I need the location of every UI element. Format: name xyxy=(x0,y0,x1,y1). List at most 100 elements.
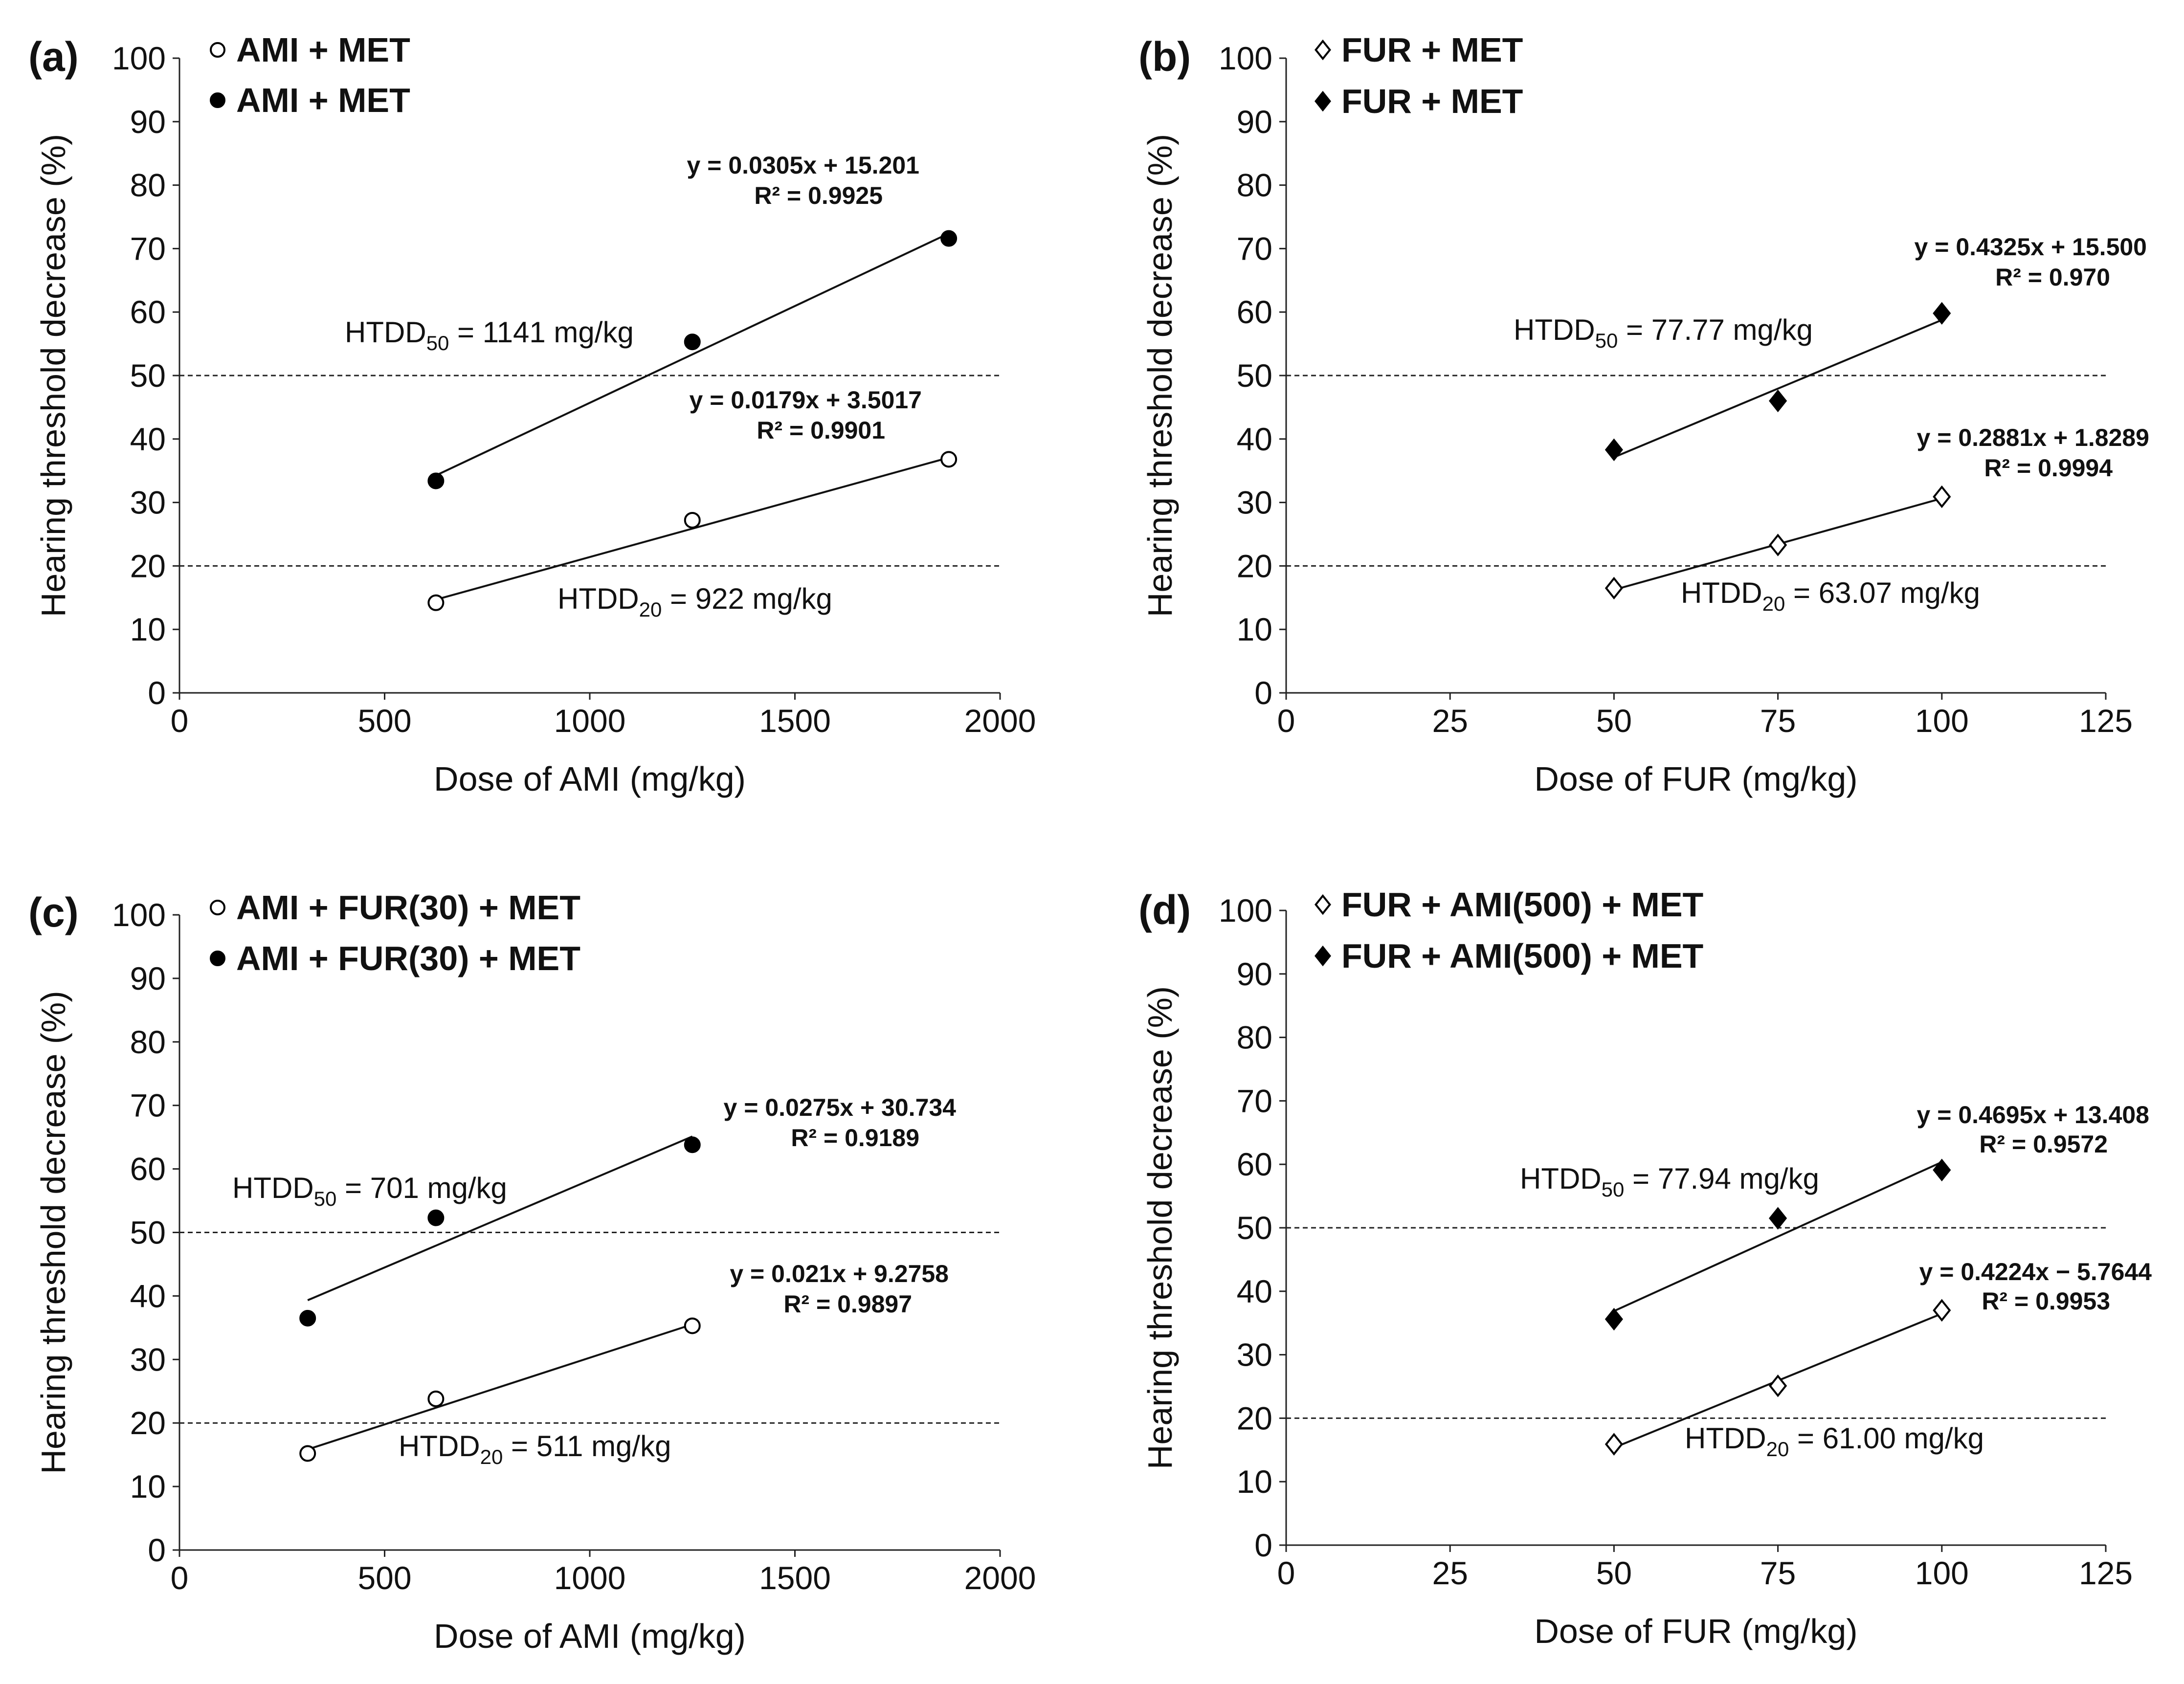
x-tick-label: 50 xyxy=(1596,703,1632,739)
panel-label: (a) xyxy=(28,34,79,80)
y-axis-title: Hearing threshold decrease (%) xyxy=(1141,134,1179,617)
data-point-filled xyxy=(427,1209,445,1226)
data-point-filled xyxy=(1933,1158,1951,1182)
y-tick-label: 70 xyxy=(130,230,166,266)
chart-panel-2: 0 10 20 30 40 50 60 70 80 90 100 0 25 50 75 100 125 Dose … xyxy=(1138,31,2149,798)
y-tick-label: 40 xyxy=(1237,1273,1272,1309)
y-tick-label: 30 xyxy=(1237,485,1272,521)
data-point-open xyxy=(1769,1374,1787,1397)
y-tick-label: 40 xyxy=(1237,421,1272,457)
trendline-equation: y = 0.2881x + 1.8289 xyxy=(1917,424,2149,451)
trendline-equation: y = 0.0275x + 30.734 xyxy=(724,1094,957,1121)
trendline-equation: y = 0.4224x − 5.7644 xyxy=(1919,1258,2152,1285)
htdd-annotation: HTDD50 = 77.77 mg/kg xyxy=(1514,313,1813,352)
y-tick-label: 20 xyxy=(130,1405,166,1441)
y-axis-title: Hearing threshold decrease (%) xyxy=(34,991,72,1474)
data-point-open xyxy=(940,451,958,468)
data-point-filled xyxy=(1933,302,1951,325)
trendline-filled xyxy=(1613,1161,1942,1312)
data-point-open xyxy=(1605,576,1623,600)
y-tick-label: 80 xyxy=(1237,167,1272,203)
y-tick-label: 100 xyxy=(1219,892,1272,929)
x-tick-label: 0 xyxy=(171,1560,189,1596)
y-tick-label: 90 xyxy=(1237,956,1272,992)
data-point-open xyxy=(684,511,701,529)
data-point-filled xyxy=(1605,438,1623,462)
legend-marker xyxy=(1315,894,1331,915)
y-tick-label: 100 xyxy=(112,40,166,76)
y-tick-label: 0 xyxy=(1254,1527,1272,1563)
trendline-filled xyxy=(307,1135,693,1301)
data-point-open xyxy=(684,1317,701,1334)
legend-label: AMI + MET xyxy=(236,81,410,119)
y-tick-label: 80 xyxy=(130,1024,166,1060)
panel-label: (b) xyxy=(1138,34,1191,80)
trendline-filled xyxy=(1613,319,1942,458)
x-tick-label: 25 xyxy=(1432,703,1468,739)
legend-marker xyxy=(1315,90,1331,112)
legend-marker xyxy=(210,951,225,966)
y-tick-label: 50 xyxy=(1237,1210,1272,1246)
y-tick-label: 60 xyxy=(130,294,166,330)
y-tick-label: 40 xyxy=(130,421,166,457)
legend-marker xyxy=(210,42,225,58)
x-tick-label: 1500 xyxy=(759,1560,831,1596)
trendline-equation: y = 0.4695x + 13.408 xyxy=(1917,1101,2149,1129)
x-axis-title: Dose of AMI (mg/kg) xyxy=(434,760,746,798)
x-tick-label: 2000 xyxy=(964,1560,1036,1596)
legend-marker xyxy=(210,92,225,108)
data-point-open xyxy=(299,1445,316,1462)
trendline-equation: y = 0.0179x + 3.5017 xyxy=(690,386,922,414)
data-point-filled xyxy=(1769,1207,1787,1230)
data-point-filled xyxy=(427,472,445,489)
y-tick-label: 10 xyxy=(1237,611,1272,647)
htdd-annotation: HTDD50 = 1141 mg/kg xyxy=(345,316,634,355)
htdd-annotation: HTDD50 = 77.94 mg/kg xyxy=(1520,1162,1819,1201)
legend-marker xyxy=(1315,945,1331,967)
x-tick-label: 1500 xyxy=(759,703,831,739)
y-tick-label: 30 xyxy=(130,485,166,521)
y-tick-label: 80 xyxy=(1237,1019,1272,1056)
data-point-filled xyxy=(940,230,958,247)
panel-label: (d) xyxy=(1138,887,1191,933)
y-tick-label: 70 xyxy=(130,1087,166,1124)
htdd-annotation: HTDD20 = 511 mg/kg xyxy=(399,1430,671,1468)
data-point-open xyxy=(1769,533,1787,556)
trendline-equation: y = 0.0305x + 15.201 xyxy=(687,152,919,179)
x-tick-label: 2000 xyxy=(964,703,1036,739)
y-tick-label: 60 xyxy=(1237,1146,1272,1182)
data-point-filled xyxy=(684,333,701,351)
x-tick-label: 50 xyxy=(1596,1555,1632,1591)
y-tick-label: 50 xyxy=(1237,357,1272,394)
y-tick-label: 0 xyxy=(1254,675,1272,711)
data-point-open xyxy=(1933,485,1951,509)
y-tick-label: 40 xyxy=(130,1278,166,1314)
trendline-equation: y = 0.4325x + 15.500 xyxy=(1915,233,2147,261)
trendline-filled xyxy=(435,232,949,477)
legend-marker xyxy=(1315,39,1331,61)
htdd-annotation: HTDD20 = 61.00 mg/kg xyxy=(1685,1422,1984,1461)
legend-label: FUR + AMI(500) + MET xyxy=(1341,886,1703,924)
y-tick-label: 30 xyxy=(130,1341,166,1377)
x-tick-label: 100 xyxy=(1915,1555,1969,1591)
y-tick-label: 60 xyxy=(1237,294,1272,330)
panel-label: (c) xyxy=(28,889,79,935)
data-point-open xyxy=(427,1390,445,1407)
y-tick-label: 0 xyxy=(148,1532,166,1568)
x-tick-label: 500 xyxy=(357,1560,411,1596)
r-squared: R² = 0.9925 xyxy=(754,182,883,209)
r-squared: R² = 0.9994 xyxy=(1984,454,2113,482)
x-tick-label: 1000 xyxy=(554,703,626,739)
x-tick-label: 500 xyxy=(357,703,411,739)
trendline-open xyxy=(435,456,949,601)
data-point-filled xyxy=(1769,389,1787,413)
y-tick-label: 90 xyxy=(130,960,166,997)
y-tick-label: 0 xyxy=(148,675,166,711)
y-tick-label: 90 xyxy=(1237,104,1272,140)
y-tick-label: 90 xyxy=(130,104,166,140)
y-tick-label: 100 xyxy=(1219,40,1272,76)
y-tick-label: 100 xyxy=(112,897,166,933)
data-point-open xyxy=(1605,1433,1623,1456)
htdd-annotation: HTDD50 = 701 mg/kg xyxy=(232,1172,507,1210)
